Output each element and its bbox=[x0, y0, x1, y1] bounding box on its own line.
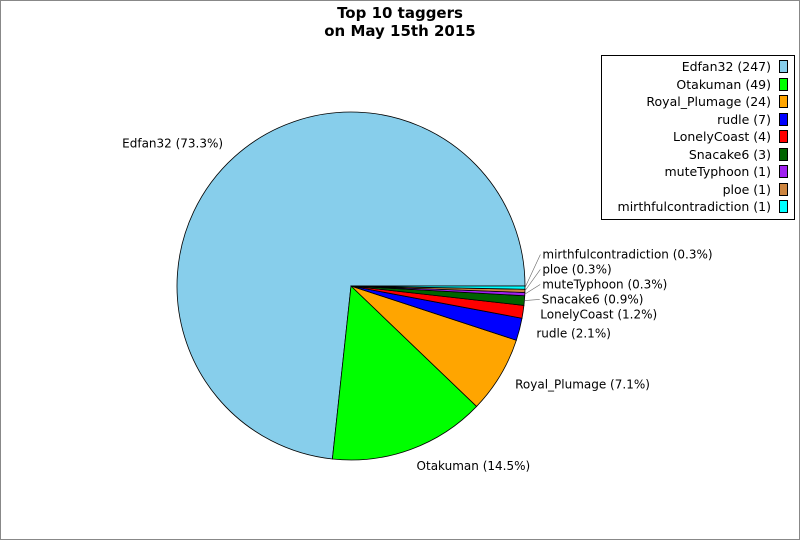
legend-swatch bbox=[779, 182, 788, 196]
legend-item-snacake6: Snacake6 (3) bbox=[602, 146, 794, 164]
legend-item-mirthfulcontradiction: mirthfulcontradiction (1) bbox=[602, 198, 794, 216]
legend-swatch bbox=[779, 147, 788, 161]
legend-label: mirthfulcontradiction (1) bbox=[617, 199, 771, 215]
legend-label: LonelyCoast (4) bbox=[672, 129, 771, 145]
legend-label: Edfan32 (247) bbox=[681, 59, 771, 75]
legend-item-otakuman: Otakuman (49) bbox=[602, 76, 794, 94]
leader-line-snacake6 bbox=[524, 299, 540, 301]
slice-label-rudle: rudle (2.1%) bbox=[536, 327, 611, 341]
pie-slice-otakuman bbox=[331, 285, 478, 461]
legend-swatch bbox=[779, 130, 788, 144]
leader-line-mutetyphoon bbox=[524, 284, 541, 295]
legend-item-edfan32: Edfan32 (247) bbox=[602, 58, 794, 76]
legend-swatch bbox=[779, 200, 788, 214]
legend-label: muteTyphoon (1) bbox=[664, 164, 771, 180]
slice-label-mirthfulcontradiction: mirthfulcontradiction (0.3%) bbox=[542, 247, 712, 261]
legend-swatch bbox=[779, 95, 788, 109]
chart-title: Top 10 taggers on May 15th 2015 bbox=[1, 4, 799, 40]
legend-item-rudle: rudle (7) bbox=[602, 111, 794, 129]
slice-label-lonelycoast: LonelyCoast (1.2%) bbox=[540, 307, 657, 321]
legend-swatch bbox=[779, 60, 788, 74]
legend: Edfan32 (247) Otakuman (49) Royal_Plumage … bbox=[601, 55, 795, 220]
legend-swatch bbox=[779, 112, 788, 126]
legend-swatch bbox=[779, 165, 788, 179]
leader-line-mirthfulcontradiction bbox=[524, 254, 541, 288]
legend-label: ploe (1) bbox=[722, 181, 771, 197]
legend-label: Snacake6 (3) bbox=[688, 146, 771, 162]
legend-item-mutetyphoon: muteTyphoon (1) bbox=[602, 163, 794, 181]
slice-label-otakuman: Otakuman (14.5%) bbox=[417, 459, 531, 473]
legend-swatch bbox=[779, 77, 788, 91]
slice-label-snacake6: Snacake6 (0.9%) bbox=[542, 292, 644, 306]
leader-line-ploe bbox=[524, 269, 541, 292]
chart-title-line-1: Top 10 taggers bbox=[337, 4, 463, 22]
slice-label-mutetyphoon: muteTyphoon (0.3%) bbox=[542, 277, 667, 291]
legend-label: rudle (7) bbox=[717, 111, 771, 127]
legend-label: Royal_Plumage (24) bbox=[646, 94, 771, 110]
legend-item-royal_plumage: Royal_Plumage (24) bbox=[602, 93, 794, 111]
legend-label: Otakuman (49) bbox=[676, 76, 771, 92]
chart-title-line-2: on May 15th 2015 bbox=[324, 22, 476, 40]
legend-item-lonelycoast: LonelyCoast (4) bbox=[602, 128, 794, 146]
slice-label-edfan32: Edfan32 (73.3%) bbox=[122, 137, 223, 151]
slice-label-ploe: ploe (0.3%) bbox=[542, 262, 611, 276]
legend-item-ploe: ploe (1) bbox=[602, 181, 794, 199]
slice-label-royal_plumage: Royal_Plumage (7.1%) bbox=[515, 378, 650, 392]
